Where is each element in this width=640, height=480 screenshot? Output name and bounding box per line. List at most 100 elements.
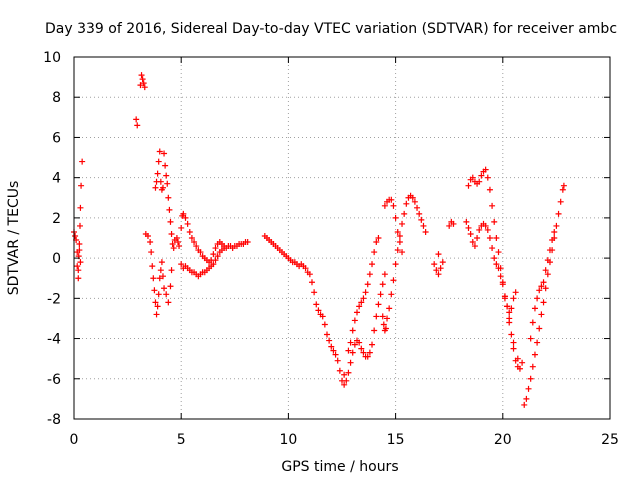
data-point	[512, 289, 519, 296]
data-point	[504, 303, 511, 310]
data-point	[332, 351, 339, 358]
data-point	[544, 257, 551, 264]
data-point	[527, 335, 534, 342]
data-point	[328, 343, 335, 350]
data-point	[138, 72, 145, 79]
data-point	[72, 232, 79, 239]
data-point	[497, 273, 504, 280]
data-point	[379, 313, 386, 320]
data-point	[164, 180, 171, 187]
data-point	[133, 116, 140, 123]
data-point	[414, 204, 421, 211]
data-point	[373, 313, 380, 320]
grid-lines	[74, 57, 610, 419]
data-point	[544, 271, 551, 278]
data-point	[420, 222, 427, 229]
data-point	[347, 339, 354, 346]
data-point	[371, 327, 378, 334]
data-point	[465, 182, 472, 189]
data-point	[152, 299, 159, 306]
data-point	[311, 289, 318, 296]
data-point	[182, 214, 189, 221]
data-point	[334, 357, 341, 364]
data-point	[313, 301, 320, 308]
data-point	[396, 232, 403, 239]
data-point	[489, 245, 496, 252]
data-point	[345, 347, 352, 354]
data-point	[210, 261, 217, 268]
y-tick-label: 4	[52, 171, 61, 187]
data-point	[308, 279, 315, 286]
data-point	[381, 202, 388, 209]
data-point	[379, 281, 386, 288]
data-point	[501, 295, 508, 302]
x-axis-title: GPS time / hours	[281, 459, 398, 475]
data-point	[151, 287, 158, 294]
data-point	[491, 255, 498, 262]
data-point	[371, 249, 378, 256]
data-point	[416, 210, 423, 217]
data-point	[155, 291, 162, 298]
data-point	[399, 220, 406, 227]
data-point	[157, 267, 164, 274]
data-point	[388, 291, 395, 298]
data-point	[244, 239, 251, 246]
data-point	[514, 355, 521, 362]
data-point	[508, 331, 515, 338]
data-point	[484, 226, 491, 233]
data-point	[212, 257, 219, 264]
data-point	[152, 184, 159, 191]
data-points	[71, 72, 567, 408]
data-point	[373, 239, 380, 246]
data-point	[553, 222, 560, 229]
data-point	[495, 249, 502, 256]
data-point	[431, 261, 438, 268]
data-point	[392, 214, 399, 221]
x-tick-label: 20	[494, 432, 512, 448]
chart-title: Day 339 of 2016, Sidereal Day-to-day VTE…	[45, 21, 617, 37]
data-point	[375, 235, 382, 241]
data-point	[351, 341, 358, 348]
data-point	[167, 283, 174, 290]
data-point	[349, 349, 356, 356]
data-point	[418, 216, 425, 223]
data-point	[446, 222, 453, 229]
data-point	[148, 249, 155, 256]
data-point	[540, 299, 547, 306]
data-point	[188, 235, 195, 241]
data-point	[74, 263, 81, 270]
x-tick-label: 25	[601, 432, 619, 448]
data-point	[156, 275, 163, 282]
data-point	[546, 247, 553, 254]
data-point	[531, 305, 538, 312]
data-point	[531, 351, 538, 358]
data-point	[326, 337, 333, 344]
data-point	[401, 210, 408, 217]
data-point	[555, 210, 562, 217]
data-point	[153, 311, 160, 318]
data-point	[486, 235, 493, 241]
data-point	[510, 295, 517, 302]
data-point	[375, 301, 382, 308]
data-point	[482, 166, 489, 173]
data-point	[390, 202, 397, 209]
data-point	[369, 261, 376, 268]
data-point	[147, 239, 154, 246]
data-point	[366, 271, 373, 278]
data-point	[559, 186, 566, 193]
data-point	[476, 226, 483, 233]
data-point	[540, 279, 547, 286]
data-point	[180, 210, 187, 217]
data-point	[478, 172, 485, 179]
y-tick-label: -8	[47, 412, 61, 428]
data-point	[450, 220, 457, 227]
data-point	[168, 230, 175, 237]
data-point	[178, 261, 185, 268]
data-point	[302, 265, 309, 272]
data-point	[386, 305, 393, 312]
data-point	[162, 162, 169, 169]
data-point	[523, 395, 530, 402]
data-point	[437, 265, 444, 272]
data-point	[358, 299, 365, 306]
data-point	[467, 230, 474, 237]
